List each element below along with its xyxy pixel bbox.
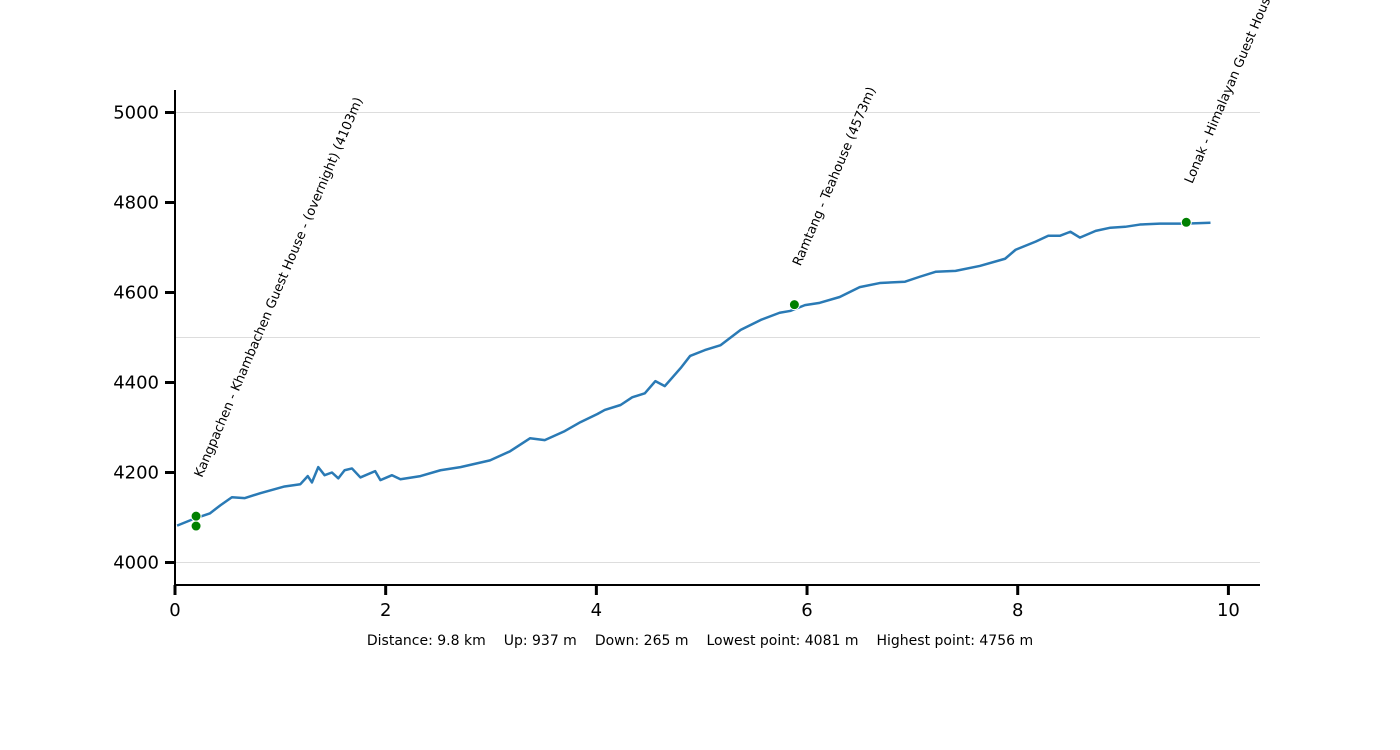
x-tick-label: 10 [1217,600,1240,621]
waypoint-label: Lonak - Himalayan Guest House [1182,0,1277,186]
waypoint [1180,216,1192,228]
y-tick-label: 4000 [113,553,159,574]
y-tick-label: 4200 [113,463,159,484]
y-tick-label: 4600 [113,283,159,304]
waypoint [190,520,202,532]
stat: Down: 265 m [595,633,689,649]
route-stats: Distance: 9.8 km Up: 937 m Down: 265 m Lowe… [367,633,1033,649]
y-tick-label: 4800 [113,193,159,214]
x-tick-label: 8 [1012,600,1023,621]
stat: Up: 937 m [504,633,577,649]
x-tick-label: 6 [801,600,812,621]
stat: Distance: 9.8 km [367,633,486,649]
stat: Highest point: 4756 m [877,633,1034,649]
x-tick-label: 0 [169,600,180,621]
waypoint [190,510,202,522]
x-tick-label: 4 [591,600,602,621]
elevation-line [176,221,1211,527]
waypoint-label: Kangpachen - Khambachen Guest House - (o… [192,95,367,479]
y-tick-label: 5000 [113,103,159,124]
stat: Lowest point: 4081 m [706,633,858,649]
waypoint [788,299,800,311]
x-tick-label: 2 [380,600,391,621]
y-tick-label: 4400 [113,373,159,394]
